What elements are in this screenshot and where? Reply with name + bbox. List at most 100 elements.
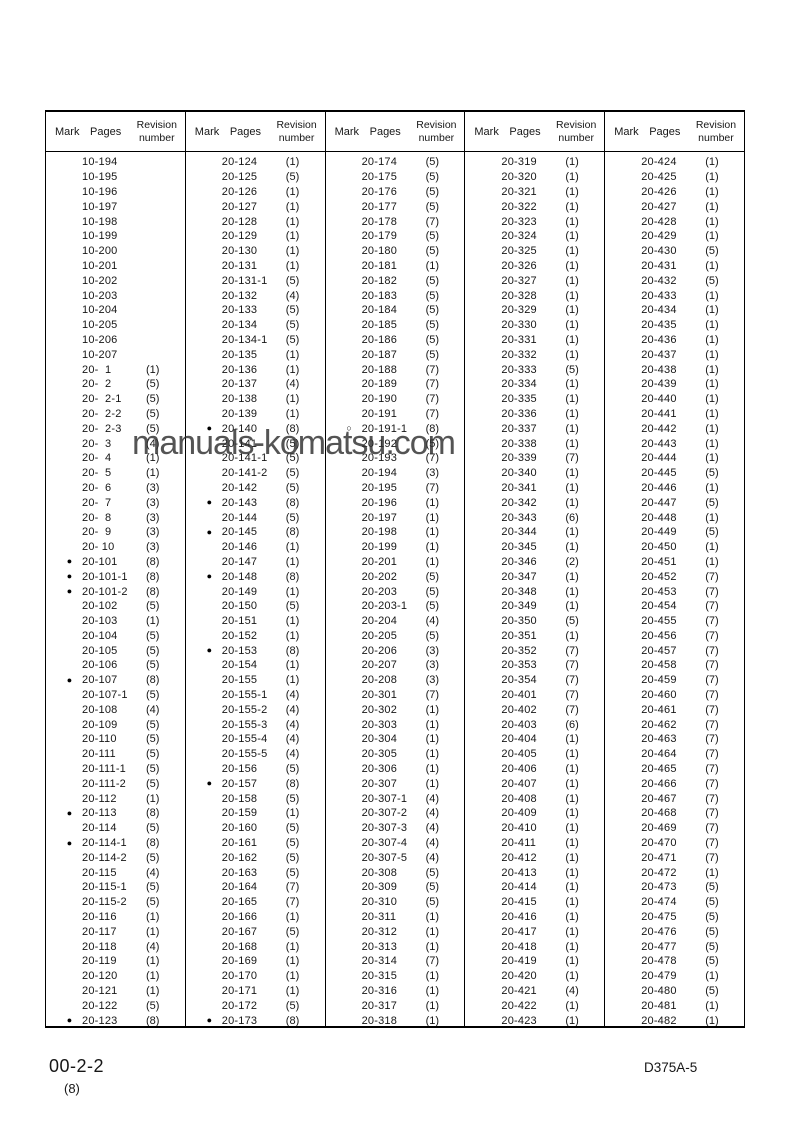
table-row: 20-352 (7)	[465, 643, 604, 658]
table-row: 20-310 (5)	[326, 895, 465, 910]
revision-number: (1)	[565, 481, 579, 494]
table-row: 20-476 (5)	[605, 924, 744, 939]
table-row: 20-469 (7)	[605, 821, 744, 836]
table-row: 20-448 (1)	[605, 510, 744, 525]
page-number: 20-447	[641, 496, 677, 509]
revision-number: (5)	[146, 378, 160, 391]
page-number: 20-142	[221, 481, 258, 494]
page-number: 20-141-2	[221, 467, 268, 480]
table-row: 20-141 (5)	[186, 436, 325, 451]
revision-number: (1)	[425, 541, 440, 554]
revision-number: (1)	[705, 393, 719, 406]
page-number: 20-481	[641, 999, 677, 1012]
page-number: 20-436	[641, 333, 677, 346]
revision-number: (7)	[705, 763, 719, 776]
page-number: 20-331	[501, 333, 537, 346]
table-row: 20-406 (1)	[465, 762, 604, 777]
table-row: 20-311 (1)	[326, 910, 465, 925]
table-row: 20-188 (7)	[326, 362, 465, 377]
table-row: 20-122 (5)	[46, 998, 185, 1013]
page-number: 10-206	[82, 333, 118, 346]
revision-number: (4)	[425, 807, 440, 820]
table-row: 20- 8 (3)	[46, 510, 185, 525]
table-row: 20-322 (1)	[465, 199, 604, 214]
revision-number: (5)	[285, 274, 300, 287]
table-row: 20-177 (5)	[326, 199, 465, 214]
page-number: 20-109	[82, 718, 118, 731]
table-row: 20-335 (1)	[465, 392, 604, 407]
table-row: 20-134-1 (5)	[186, 333, 325, 348]
page-number: 20-160	[221, 822, 258, 835]
page-number-footer: 00-2-2	[49, 1056, 105, 1076]
table-row: 20-446 (1)	[605, 481, 744, 496]
revision-number: (7)	[565, 644, 579, 657]
page-number: 20-401	[501, 689, 537, 702]
revision-number: (1)	[705, 378, 719, 391]
table-row: 20- 9 (3)	[46, 525, 185, 540]
revision-number: (1)	[565, 999, 579, 1012]
page-number: 20- 2-1	[82, 393, 122, 406]
revision-number: (5)	[285, 171, 300, 184]
revision-mark-icon: ●	[66, 807, 73, 818]
table-row: ● 20-148 (8)	[186, 569, 325, 584]
revision-number: (1)	[565, 792, 579, 805]
table-row: 20- 3 (4)	[46, 436, 185, 451]
revision-number: (1)	[705, 437, 719, 450]
table-row: 20-126 (1)	[186, 185, 325, 200]
page-number: 20-193	[361, 452, 398, 465]
table-row: 20-341 (1)	[465, 481, 604, 496]
page-number: 20-205	[361, 629, 398, 642]
revision-number: (1)	[705, 348, 719, 361]
table-row: 20-156 (5)	[186, 762, 325, 777]
table-row: 20-402 (7)	[465, 702, 604, 717]
page-number: 20-426	[641, 185, 677, 198]
page-number: 20-312	[361, 925, 398, 938]
revision-number: (1)	[285, 393, 300, 406]
page-number: 20-415	[501, 896, 537, 909]
table-row: 20-316 (1)	[326, 984, 465, 999]
revision-number: (7)	[705, 674, 719, 687]
revision-number: (3)	[146, 541, 160, 554]
table-row: 10-204	[46, 303, 185, 318]
table-row: 20-328 (1)	[465, 288, 604, 303]
revision-number: (5)	[425, 585, 440, 598]
page-number: 20-158	[221, 792, 258, 805]
table-row: 20-342 (1)	[465, 495, 604, 510]
page-number: 20-450	[641, 541, 677, 554]
table-row: 20-430 (5)	[605, 244, 744, 259]
revision-number: (5)	[285, 851, 300, 864]
revision-number: (4)	[285, 289, 300, 302]
page-number: 20-338	[501, 437, 537, 450]
page-number: 20-106	[82, 659, 118, 672]
table-row: 20-106 (5)	[46, 658, 185, 673]
table-row: 20-409 (1)	[465, 806, 604, 821]
page-number: 20-111	[82, 748, 116, 761]
page-number: 20-198	[361, 526, 398, 539]
table-row: 20-314 (7)	[326, 954, 465, 969]
table-row: 20-351 (1)	[465, 629, 604, 644]
table-row: 20-155-4 (4)	[186, 732, 325, 747]
revision-number: (5)	[425, 185, 440, 198]
col-header-mark: Mark	[474, 125, 499, 138]
table-row: 20-180 (5)	[326, 244, 465, 259]
table-row: 20-125 (5)	[186, 170, 325, 185]
revision-number: (1)	[285, 940, 300, 953]
revision-number: (1)	[565, 763, 579, 776]
revision-number: (5)	[425, 230, 440, 243]
table-row: 20-307-1 (4)	[326, 791, 465, 806]
page-number: 20-350	[501, 615, 537, 628]
table-row: 20-344 (1)	[465, 525, 604, 540]
page-number: 20- 2	[82, 378, 112, 391]
revision-number: (7)	[425, 481, 440, 494]
page-number: 20-404	[501, 733, 537, 746]
table-row: 10-199	[46, 229, 185, 244]
table-row: 20-410 (1)	[465, 821, 604, 836]
page-number: 20-140	[221, 422, 258, 435]
table-row: 20-139 (1)	[186, 407, 325, 422]
table-row: 10-207	[46, 347, 185, 362]
page-revision-footer: (8)	[64, 1081, 80, 1096]
table-row: 10-200	[46, 244, 185, 259]
page-number: 20-407	[501, 777, 537, 790]
page-number: 20-405	[501, 748, 537, 761]
